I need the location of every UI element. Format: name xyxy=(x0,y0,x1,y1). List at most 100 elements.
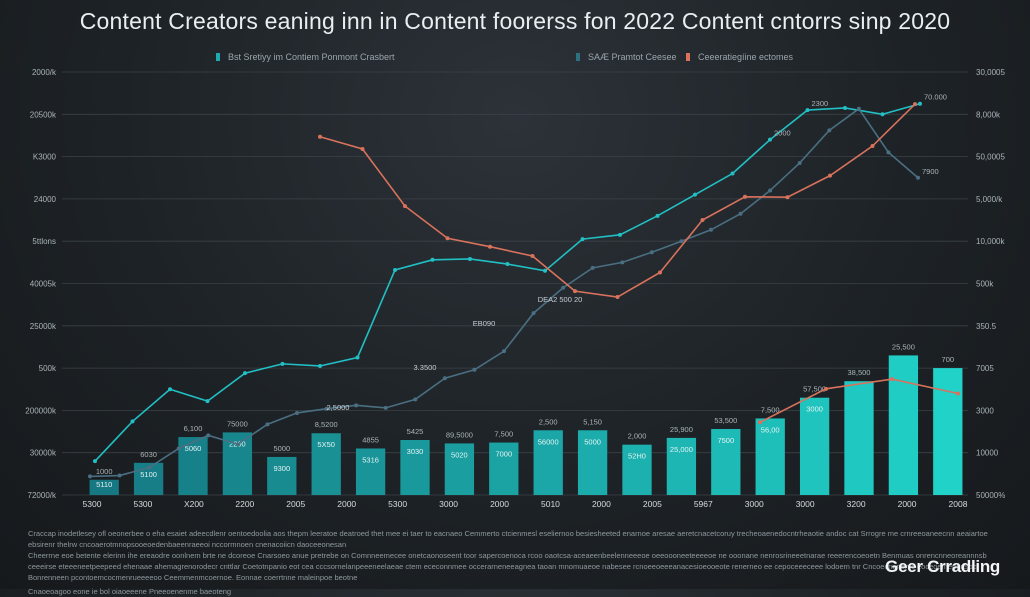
bar-top-label: 8,5200 xyxy=(315,420,338,429)
series-point xyxy=(590,265,595,270)
series-point xyxy=(620,260,625,265)
annotation-label: 2,5000 xyxy=(327,403,350,412)
y-left-tick-label: 24000 xyxy=(34,195,57,204)
y-left-tick-label: 5ttlons xyxy=(32,237,56,246)
bar xyxy=(711,429,741,495)
series-point xyxy=(615,295,620,300)
bar-value-label: 5316 xyxy=(362,455,379,464)
x-tick-label: 5967 xyxy=(694,499,713,509)
series-point xyxy=(502,349,506,354)
series-point xyxy=(730,171,735,176)
legend-label-3: Ceeeratiegíine ectomes xyxy=(698,52,794,62)
x-tick-label: 5300 xyxy=(133,499,152,509)
y-left-tick-label: K3000 xyxy=(33,153,57,162)
legend-label-1: Bst Sretiyy im Contiem Ponmont Crasbert xyxy=(228,52,395,62)
series-point xyxy=(805,108,810,113)
bar-top-label: 700 xyxy=(942,355,955,364)
series-point xyxy=(265,422,270,427)
bar-top-label: 38,500 xyxy=(848,368,871,377)
legend-item-3[interactable]: Ceeeratiegíine ectomes xyxy=(686,52,793,62)
bar-top-label: 57,500 xyxy=(803,385,826,394)
y-right-tick-label: 50,0005 xyxy=(976,153,1005,162)
bar xyxy=(533,430,563,495)
bar-value-label: 56000 xyxy=(538,437,559,446)
bar xyxy=(888,355,919,495)
series-point xyxy=(573,289,577,294)
series-point xyxy=(531,311,536,316)
y-right-tick-label: 10,000k xyxy=(976,237,1005,246)
bar-top-label: 5425 xyxy=(407,427,424,436)
x-tick-label: X200 xyxy=(184,499,204,509)
x-tick-label: 2000 xyxy=(337,499,356,509)
series-point xyxy=(828,173,832,178)
series-point xyxy=(206,433,211,438)
point-label: 2000 xyxy=(774,129,791,138)
x-tick-label: 3000 xyxy=(796,499,815,509)
y-right-tick-label: 8,000k xyxy=(976,110,1001,119)
y-right-tick-label: 10000 xyxy=(976,449,999,458)
y-right-tick-label: 50000% xyxy=(976,491,1005,500)
bar-value-label: 25,000 xyxy=(670,445,693,454)
series-point xyxy=(472,367,477,372)
series-point xyxy=(785,195,790,200)
series-point xyxy=(324,406,329,411)
series-point xyxy=(468,256,472,261)
series-point xyxy=(295,410,299,415)
legend-item-2[interactable]: SAÆ Pramtot Ceesee xyxy=(576,52,677,62)
bar xyxy=(844,381,874,495)
series-point xyxy=(445,236,450,241)
series-point xyxy=(916,175,920,180)
bar xyxy=(444,443,475,495)
series-point xyxy=(318,134,322,139)
y-right-tick-label: 7005 xyxy=(976,364,994,373)
series-point xyxy=(442,376,447,381)
point-label: 2300 xyxy=(812,99,829,108)
bar-top-label: 4855 xyxy=(362,435,379,444)
x-tick-label: 2005 xyxy=(286,499,305,509)
y-right-tick-label: 500k xyxy=(976,280,994,289)
series-point xyxy=(235,442,240,447)
y-left-tick-label: 20500k xyxy=(30,110,57,119)
legend-swatch-1 xyxy=(216,53,220,61)
series-point xyxy=(870,144,875,149)
series-line xyxy=(94,102,921,462)
brand-logo: Geer Crradling xyxy=(885,557,1000,576)
series-point xyxy=(130,419,135,424)
series-point xyxy=(360,146,365,151)
series-point xyxy=(918,101,922,106)
bar-top-label: 6,100 xyxy=(184,424,203,433)
x-tick-label: 3000 xyxy=(745,499,764,509)
series-point xyxy=(880,112,885,117)
x-tick-label: 5300 xyxy=(388,499,407,509)
series-point xyxy=(824,386,828,391)
series-point xyxy=(956,391,960,396)
bar-value-label: 3000 xyxy=(806,405,823,414)
series-point xyxy=(693,192,697,197)
series-point xyxy=(561,285,566,290)
y-left-tick-label: 40005k xyxy=(30,280,57,289)
series-line xyxy=(89,107,919,478)
bar xyxy=(311,433,341,495)
legend-swatch-3 xyxy=(686,53,690,61)
series-point xyxy=(679,239,684,244)
legend-item-1[interactable]: Bst Sretiyy im Contiem Ponmont Crasbert xyxy=(216,52,395,62)
footer-line-1: Craccap inodetlesey ofl oeonerbee o eha … xyxy=(28,529,988,549)
y-right-tick-label: 5,000/k xyxy=(976,195,1003,204)
y-left-tick-label: 72000/k xyxy=(28,491,57,500)
series-point xyxy=(543,268,547,273)
x-tick-label: 2200 xyxy=(235,499,254,509)
series-point xyxy=(768,188,773,193)
point-label: 7900 xyxy=(922,167,939,176)
x-tick-label: 2000 xyxy=(592,499,611,509)
series-point xyxy=(709,227,713,232)
bar-top-label: 89,5000 xyxy=(446,430,473,439)
series-point xyxy=(530,254,535,259)
bar-value-label: 7500 xyxy=(717,436,734,445)
bar-top-label: 1000 xyxy=(96,467,113,476)
series-point xyxy=(488,244,492,249)
series-point xyxy=(768,137,772,142)
x-tick-label: 2008 xyxy=(949,499,968,509)
bar-top-label: 7,500 xyxy=(761,405,780,414)
bar-value-label: 5000 xyxy=(584,437,601,446)
bar-value-label: 9300 xyxy=(273,464,290,473)
